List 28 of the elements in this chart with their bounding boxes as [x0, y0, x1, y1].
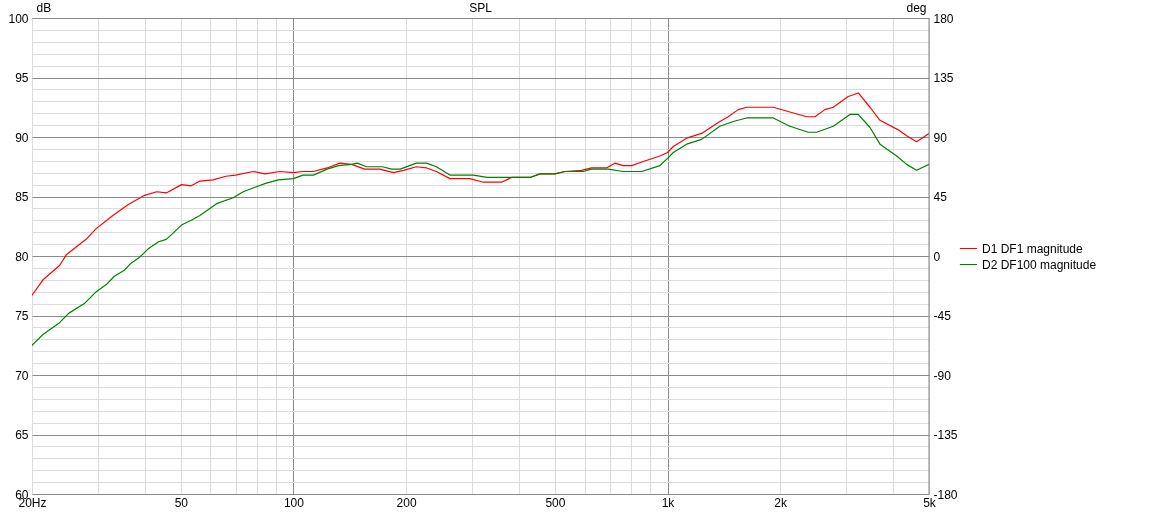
y2-tick-label: -90: [933, 368, 952, 383]
x-tick-label: 500: [545, 495, 566, 510]
y-tick-label: 70: [15, 368, 29, 383]
x-tick-label: 50: [174, 495, 189, 510]
x-tick-label: 5k: [923, 495, 937, 510]
x-tick-label: 2k: [774, 495, 788, 510]
y-tick-label: 85: [15, 190, 29, 204]
x-tick-label: 1k: [661, 495, 676, 510]
y2-tick-label: 45: [933, 190, 948, 204]
y-axis-title: dB: [36, 0, 52, 15]
y-tick-label: 95: [15, 71, 29, 85]
y-tick-label: 80: [15, 249, 29, 264]
legend-label: D1 DF1 magnitude: [982, 241, 1084, 256]
y2-tick-label: 180: [933, 11, 954, 26]
y-tick-label: 65: [15, 428, 29, 442]
chart-title: SPL: [469, 1, 493, 15]
y2-tick-label: 0: [933, 249, 941, 264]
y2-tick-label: 135: [933, 71, 954, 85]
y2-axis-title: deg: [906, 0, 927, 15]
y2-tick-label: 90: [933, 130, 948, 145]
legend-label: D2 DF100 magnitude: [982, 257, 1097, 272]
y2-tick-label: -135: [933, 428, 958, 442]
y-tick-label: 75: [15, 309, 29, 323]
y2-tick-label: -45: [933, 309, 952, 323]
y-tick-label: 100: [8, 11, 29, 26]
y-tick-label: 90: [15, 130, 29, 145]
x-tick-label: 200: [396, 495, 417, 510]
x-tick-label: 100: [283, 495, 305, 510]
